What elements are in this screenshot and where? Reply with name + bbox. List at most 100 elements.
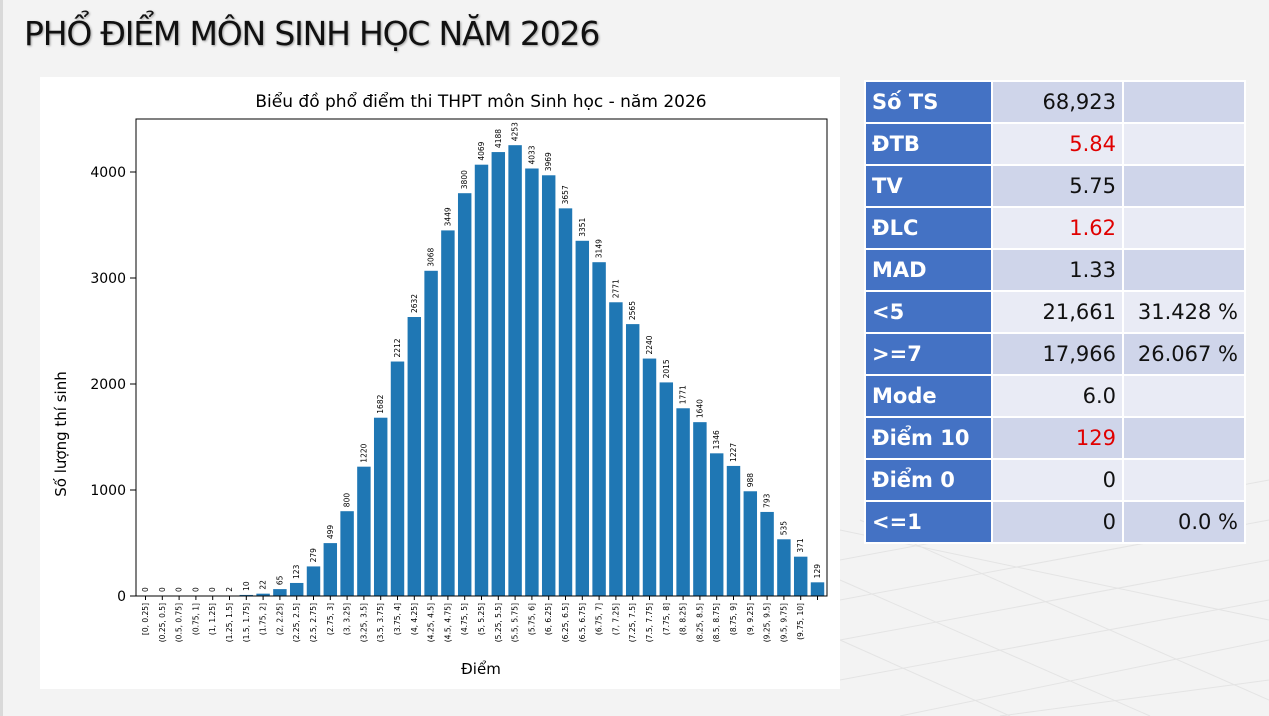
bar (457, 193, 472, 596)
x-tick-label: (6.25, 6.5] (561, 603, 570, 642)
x-tick-label: (2.5, 2.75] (309, 603, 318, 642)
stats-percent (1122, 248, 1246, 292)
stats-value: 0 (991, 458, 1124, 502)
bar-value-label: 1640 (695, 399, 704, 418)
bar (357, 466, 371, 596)
x-tick-label: (7.25, 7.5] (628, 603, 637, 642)
bar (625, 324, 640, 596)
stats-row: ĐTB 5.84 (864, 122, 1246, 166)
bar-value-label: 129 (813, 564, 822, 579)
stats-label: ĐLC (864, 206, 993, 250)
stats-table: Số TS 68,923 ĐTB 5.84 TV 5.75 ĐLC 1.62 MAD 1.33 <5… (864, 80, 1246, 544)
stats-row: <5 21,661 31.428 % (864, 290, 1246, 334)
bar-value-label: 1346 (712, 430, 721, 449)
bar-value-label: 4188 (494, 129, 503, 148)
bar (709, 453, 724, 596)
bar-value-label: 0 (208, 587, 217, 592)
x-tick-label: (2, 2.25] (275, 603, 284, 635)
plot-frame (135, 118, 828, 597)
stats-label: MAD (864, 248, 993, 292)
x-tick-label: (9.5, 9.75] (779, 603, 788, 642)
bar-value-label: 0 (158, 587, 167, 592)
bar-value-label: 988 (746, 473, 755, 488)
bar (239, 594, 254, 596)
stats-value: 17,966 (991, 332, 1124, 376)
bar-value-label: 4033 (527, 145, 536, 164)
x-tick-label: (1.25, 1.5] (225, 603, 234, 642)
stats-label: >=7 (864, 332, 993, 376)
bar-value-label: 3969 (544, 152, 553, 171)
x-tick-label: (1.75, 2] (259, 603, 268, 635)
bar-value-label: 3657 (561, 185, 570, 204)
x-tick-label: (5.75, 6] (527, 603, 536, 635)
bar (642, 358, 657, 596)
stats-row: MAD 1.33 (864, 248, 1246, 292)
bar (273, 589, 287, 596)
stats-percent (1122, 416, 1246, 460)
bar (810, 582, 825, 596)
bar-value-label: 4253 (511, 122, 520, 141)
stats-row: >=7 17,966 26.067 % (864, 332, 1246, 376)
stats-percent (1122, 206, 1246, 250)
bar-value-label: 1682 (376, 394, 385, 413)
x-tick-label: (3.5, 3.75] (376, 603, 385, 642)
histogram-chart: Biểu đồ phổ điểm thi THPT môn Sinh học -… (52, 91, 828, 678)
bar (693, 422, 707, 596)
page-title: PHỔ ĐIỂM MÔN SINH HỌC NĂM 2026 (24, 14, 600, 53)
x-tick-label: (0.75, 1] (191, 603, 200, 635)
x-tick-label: (9.25, 9.5] (763, 603, 772, 642)
x-tick-label: (2.75, 3] (326, 603, 335, 635)
stats-value: 5.75 (991, 164, 1124, 208)
stats-label: Điểm 10 (864, 416, 993, 460)
bar (474, 164, 489, 596)
stats-value: 1.62 (991, 206, 1124, 250)
bar-value-label: 371 (796, 538, 805, 553)
bar (793, 556, 808, 596)
bar-value-label: 1771 (679, 385, 688, 404)
stats-value: 1.33 (991, 248, 1124, 292)
stats-label: Điểm 0 (864, 458, 993, 502)
bar (340, 511, 354, 596)
bar (541, 175, 556, 596)
x-tick-label: (5.25, 5.5] (494, 603, 503, 642)
bar (407, 317, 422, 596)
stats-value: 68,923 (991, 80, 1124, 124)
y-tick-label: 3000 (90, 271, 126, 287)
stats-percent: 0.0 % (1122, 500, 1246, 544)
bar-value-label: 1227 (729, 443, 738, 462)
bar-value-label: 2771 (611, 279, 620, 298)
x-tick-label: (9.75, 10] (796, 603, 805, 640)
chart-panel: Biểu đồ phổ điểm thi THPT môn Sinh học -… (40, 77, 840, 689)
bar-value-label: 2565 (628, 301, 637, 320)
x-tick-label: (7.5, 7.75] (645, 603, 654, 642)
stats-percent (1122, 122, 1246, 166)
chart-x-axis-label: Điểm (461, 660, 501, 678)
bar-value-label: 2015 (662, 359, 671, 378)
x-tick-label: (6.5, 6.75] (578, 603, 587, 642)
bar-value-label: 499 (326, 525, 335, 540)
x-tick-label: (6.75, 7] (595, 603, 604, 635)
y-tick-label: 1000 (90, 483, 126, 499)
bar-value-label: 3449 (443, 207, 452, 226)
bar (441, 230, 455, 596)
bar-value-label: 3068 (427, 247, 436, 266)
bar-value-label: 0 (191, 587, 200, 592)
x-tick-label: (8.75, 9] (729, 603, 738, 635)
stats-row: Điểm 10 129 (864, 416, 1246, 460)
bar-value-label: 3351 (578, 217, 587, 236)
x-tick-label: (4.75, 5] (460, 603, 469, 635)
x-tick-label: (5.5, 5.75] (511, 603, 520, 642)
x-tick-label: (0.25, 0.5] (158, 603, 167, 642)
bar (592, 262, 606, 596)
bar (256, 593, 270, 596)
bar-value-label: 2 (225, 587, 234, 592)
bar-value-label: 2240 (645, 335, 654, 354)
bar (743, 491, 758, 596)
bar-value-label: 3149 (595, 239, 604, 258)
bar (777, 539, 791, 596)
x-tick-label: (8.25, 8.5] (695, 603, 704, 642)
stats-value: 21,661 (991, 290, 1124, 334)
stats-label: ĐTB (864, 122, 993, 166)
bar-value-label: 2632 (410, 294, 419, 313)
bar (508, 145, 522, 596)
